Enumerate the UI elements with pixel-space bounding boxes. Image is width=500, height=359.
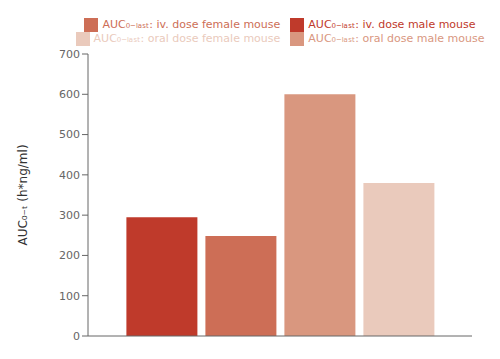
- html-text:AUC₀₋ₗₐₛₜ: oral dose male mous: AUC₀₋ₗₐₛₜ: oral dose male mouse: [308, 32, 485, 45]
- svg-text:500: 500: [59, 128, 80, 141]
- svg-text:700: 700: [59, 48, 80, 61]
- svg-text:0: 0: [73, 330, 80, 343]
- svg-text:100: 100: [59, 290, 80, 303]
- svg-text:200: 200: [59, 249, 80, 262]
- html-text:AUC₀₋ₗₐₛₜ: iv. dose female mou: AUC₀₋ₗₐₛₜ: iv. dose female mouse: [102, 18, 281, 31]
- svg-text:AUC₀₋ₜ (h*ng/ml): AUC₀₋ₜ (h*ng/ml): [16, 144, 30, 245]
- html-text:AUC₀₋ₗₐₛₜ: oral dose female mo: AUC₀₋ₗₐₛₜ: oral dose female mouse: [93, 32, 281, 45]
- svg-text:300: 300: [59, 209, 80, 222]
- html-text:AUC₀₋ₗₐₛₜ: iv. dose male mouse: AUC₀₋ₗₐₛₜ: iv. dose male mouse: [308, 18, 476, 31]
- svg-text:600: 600: [59, 88, 80, 101]
- svg-text:400: 400: [59, 169, 80, 182]
